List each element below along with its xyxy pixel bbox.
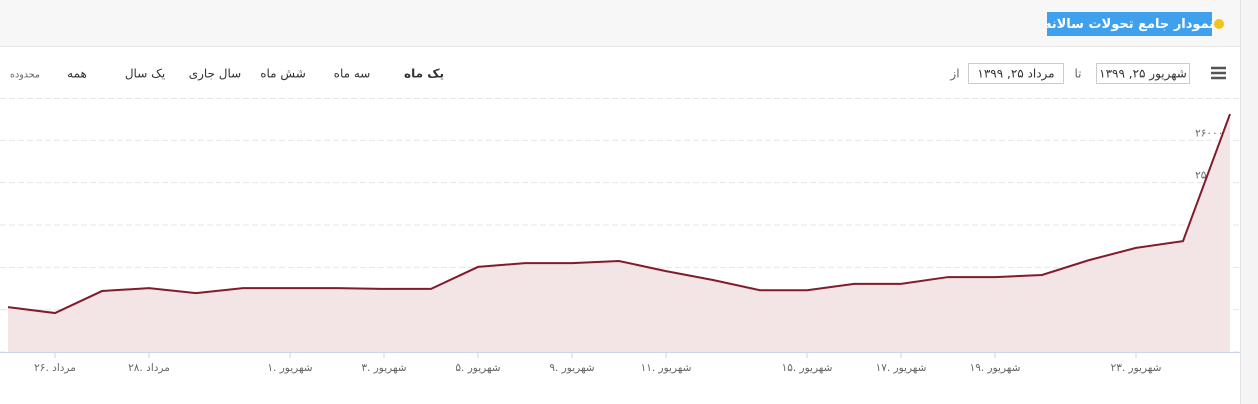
line bbox=[7, 113, 1231, 315]
range-button[interactable]: شش ماه bbox=[260, 67, 306, 82]
x-tick-label: ۵. شهریور bbox=[455, 362, 500, 374]
title-dot bbox=[1214, 19, 1224, 29]
chart-title: نمودار جامع تحولات سالانه bbox=[1044, 17, 1214, 32]
x-tick-label: ۱۹. شهریور bbox=[970, 362, 1021, 374]
area-fill bbox=[8, 114, 1230, 352]
from-input[interactable]: مرداد ۲۵, ۱۳۹۹ bbox=[977, 67, 1054, 82]
menu-icon[interactable] bbox=[1211, 66, 1226, 80]
x-tick-label: ۲۶. مرداد bbox=[34, 362, 76, 374]
from-label: از bbox=[949, 67, 959, 82]
x-tick-label: ۹. شهریور bbox=[549, 362, 594, 374]
x-tick-label: ۲۸. مرداد bbox=[128, 362, 170, 374]
header-band bbox=[0, 0, 1240, 46]
side-strip bbox=[1240, 0, 1258, 404]
to-input-box[interactable] bbox=[1096, 63, 1190, 84]
title-box bbox=[1047, 12, 1212, 36]
range-button[interactable]: یک سال bbox=[125, 67, 165, 81]
to-label: تا bbox=[1075, 67, 1082, 81]
x-tick-label: ۱. شهریور bbox=[267, 362, 312, 374]
range-button[interactable]: سه ماه bbox=[334, 67, 371, 81]
to-input[interactable]: شهریور ۲۵, ۱۳۹۹ bbox=[1099, 67, 1187, 82]
y-tick-label: ۲۶۰۰۰۰ bbox=[1195, 127, 1229, 139]
range-button[interactable]: یک ماه bbox=[404, 67, 444, 81]
range-button[interactable]: سال جاری bbox=[189, 67, 242, 82]
x-tick-label: ۱۵. شهریور bbox=[782, 362, 833, 374]
x-tick-label: ۱۷. شهریور bbox=[876, 362, 927, 374]
x-tick-label: ۲۳. شهریور bbox=[1111, 362, 1162, 374]
range-label: محدوده bbox=[10, 70, 40, 81]
x-tick-label: ۱۱. شهریور bbox=[641, 362, 692, 374]
from-input-box[interactable] bbox=[968, 63, 1064, 84]
range-button[interactable]: همه bbox=[67, 67, 87, 81]
x-tick-label: ۳. شهریور bbox=[361, 362, 406, 374]
